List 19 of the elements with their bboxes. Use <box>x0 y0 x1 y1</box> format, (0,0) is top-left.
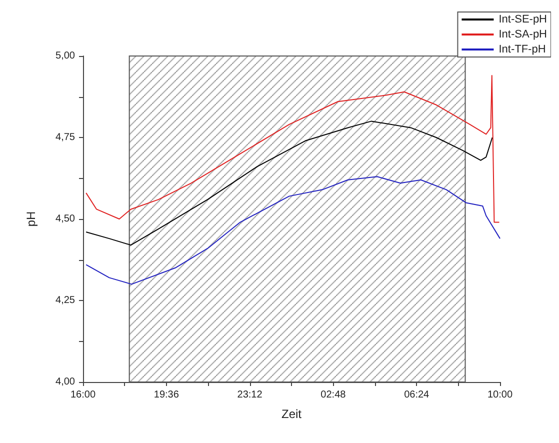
line-series <box>86 120 493 246</box>
line-series <box>86 75 500 223</box>
x-tick-label: 19:36 <box>154 390 180 400</box>
y-tick-label: 4,50 <box>56 214 76 224</box>
y-tick-label: 5,00 <box>56 50 76 62</box>
legend-label: Int-SA-pH <box>498 28 548 40</box>
legend-label: Int-TF-pH <box>498 44 546 56</box>
line-series <box>86 176 500 285</box>
x-tick-label: 06:24 <box>404 390 430 400</box>
y-tick-label: 4,25 <box>56 295 76 306</box>
x-tick-label: 23:12 <box>237 390 263 400</box>
y-tick-label: 4,00 <box>56 376 76 388</box>
x-axis-title: Zeit <box>281 407 302 421</box>
x-tick-label: 10:00 <box>487 390 513 400</box>
x-tick-label: 16:00 <box>70 390 96 400</box>
y-tick-label: 4,75 <box>56 132 76 143</box>
y-axis-title: pH <box>24 211 38 227</box>
legend-label: Int-SE-pH <box>498 14 548 26</box>
x-tick-label: 02:48 <box>320 390 346 400</box>
